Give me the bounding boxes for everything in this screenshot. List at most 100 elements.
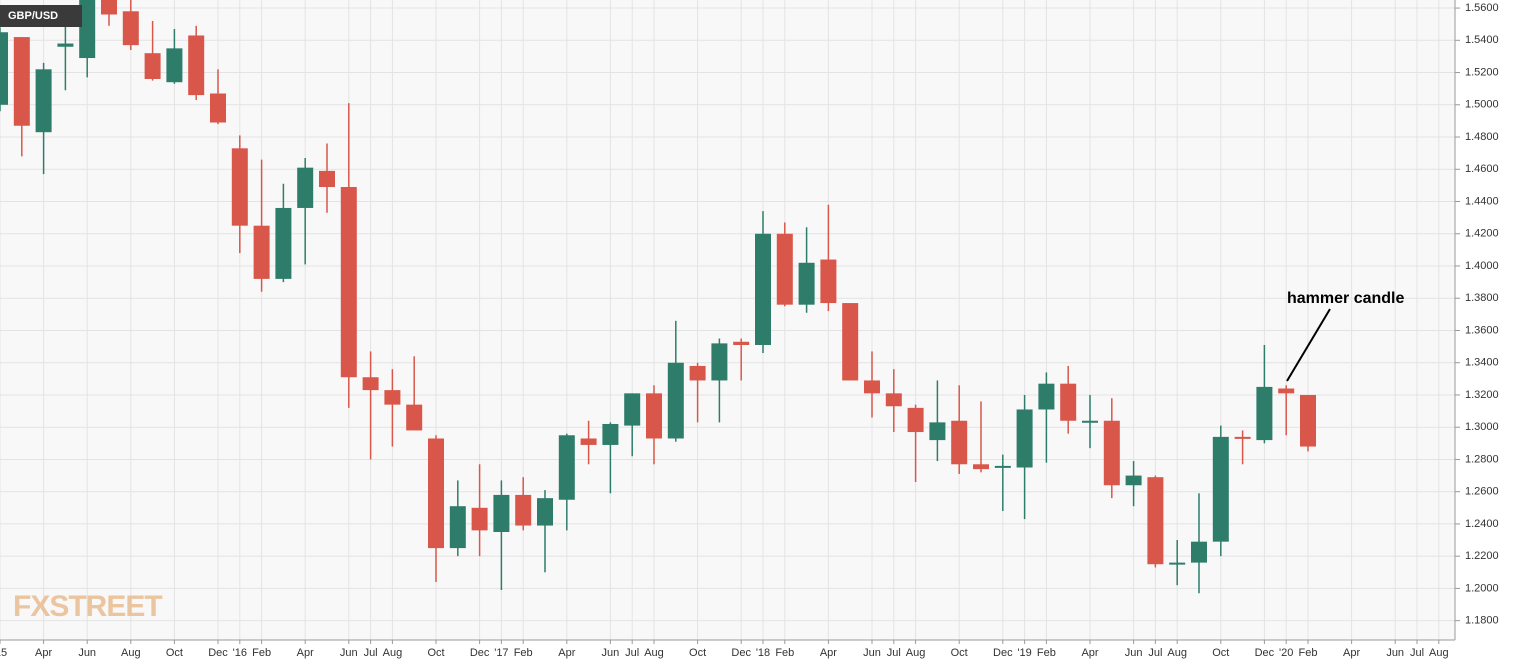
y-tick-label: 1.2400 xyxy=(1465,518,1499,530)
candle-body xyxy=(951,420,968,465)
candle-body xyxy=(1016,409,1033,468)
candle-body xyxy=(188,35,205,96)
y-tick-label: 1.2600 xyxy=(1465,486,1499,498)
x-tick-label: Jun xyxy=(78,647,96,659)
x-tick-label: '18 xyxy=(756,647,770,659)
x-tick-label: Dec xyxy=(731,647,751,659)
y-tick-label: 1.5400 xyxy=(1465,34,1499,46)
candle-body xyxy=(493,494,510,532)
candle-body xyxy=(231,148,248,226)
candle-body xyxy=(275,207,292,279)
x-tick-label: Feb xyxy=(252,647,271,659)
x-tick-label: Jun xyxy=(863,647,881,659)
x-tick-label: Aug xyxy=(383,647,403,659)
candle-body xyxy=(297,167,314,208)
x-tick-label: '17 xyxy=(494,647,508,659)
candle-body xyxy=(362,377,379,391)
candle-body xyxy=(144,53,161,79)
x-tick-label: Feb xyxy=(1299,647,1318,659)
x-tick-label: Dec xyxy=(1255,647,1275,659)
candle-body xyxy=(1103,420,1120,486)
x-tick-label: '15 xyxy=(0,647,7,659)
x-tick-label: Feb xyxy=(514,647,533,659)
candle-body xyxy=(1212,436,1229,542)
x-tick-label: Feb xyxy=(1037,647,1056,659)
y-tick-label: 1.3200 xyxy=(1465,389,1499,401)
x-tick-label: '19 xyxy=(1017,647,1031,659)
x-tick-label: Aug xyxy=(1429,647,1449,659)
candle-body xyxy=(166,48,183,83)
x-tick-label: Apr xyxy=(558,647,575,659)
y-tick-label: 1.3400 xyxy=(1465,357,1499,369)
x-tick-label: Apr xyxy=(297,647,314,659)
title-box xyxy=(0,5,82,27)
x-tick-label: Oct xyxy=(1212,647,1229,659)
candle-body xyxy=(340,187,357,378)
y-tick-label: 1.5200 xyxy=(1465,66,1499,78)
candle-body xyxy=(689,365,706,381)
candle-body xyxy=(820,259,837,304)
y-tick-label: 1.2200 xyxy=(1465,550,1499,562)
x-tick-label: Apr xyxy=(1343,647,1360,659)
x-tick-label: Oct xyxy=(166,647,183,659)
x-tick-label: Apr xyxy=(35,647,52,659)
x-tick-label: Dec xyxy=(208,647,228,659)
candle-body xyxy=(1234,436,1251,439)
candle-body xyxy=(776,233,793,305)
x-tick-label: Dec xyxy=(993,647,1013,659)
x-tick-label: Oct xyxy=(689,647,706,659)
y-tick-label: 1.5600 xyxy=(1465,2,1499,14)
candle-body xyxy=(384,390,401,405)
candle-body xyxy=(1060,383,1077,421)
x-tick-label: Jul xyxy=(625,647,639,659)
candle-body xyxy=(1191,541,1207,563)
y-tick-label: 1.4200 xyxy=(1465,228,1499,240)
candle-body xyxy=(842,303,859,381)
x-tick-label: Oct xyxy=(427,647,444,659)
grid xyxy=(0,0,1455,640)
candle-body xyxy=(0,32,8,105)
candle-body xyxy=(1278,388,1295,394)
candle-body xyxy=(711,343,728,381)
candle-body xyxy=(994,465,1011,468)
candle-body xyxy=(885,393,902,407)
y-tick-label: 1.4800 xyxy=(1465,131,1499,143)
candle-body xyxy=(864,380,880,394)
candle-body xyxy=(319,170,335,188)
x-tick-label: '16 xyxy=(233,647,247,659)
x-tick-label: Jul xyxy=(1148,647,1162,659)
x-tick-label: Apr xyxy=(820,647,837,659)
candle-body xyxy=(733,341,750,345)
x-tick-label: '20 xyxy=(1279,647,1293,659)
candle-body xyxy=(471,507,488,531)
x-tick-label: Jul xyxy=(364,647,378,659)
x-tick-label: Aug xyxy=(1167,647,1187,659)
y-tick-label: 1.2800 xyxy=(1465,453,1499,465)
x-tick-label: Jul xyxy=(887,647,901,659)
candle-body xyxy=(558,435,575,500)
y-tick-label: 1.3800 xyxy=(1465,292,1499,304)
x-tick-label: Dec xyxy=(470,647,490,659)
candle-body xyxy=(646,393,662,439)
watermark: FXSTREET xyxy=(13,590,162,623)
candle-body xyxy=(929,422,946,441)
candle-body xyxy=(1038,383,1055,410)
y-tick-label: 1.2000 xyxy=(1465,582,1499,594)
candle-body xyxy=(515,494,532,526)
candle-body xyxy=(101,0,117,15)
candle-body xyxy=(537,498,553,526)
candles xyxy=(0,0,1316,594)
x-tick-label: Feb xyxy=(775,647,794,659)
candle-body xyxy=(798,262,815,305)
candle-body xyxy=(406,404,423,431)
plot-area xyxy=(0,0,1455,640)
y-tick-label: 1.3600 xyxy=(1465,324,1499,336)
y-tick-label: 1.4400 xyxy=(1465,195,1499,207)
x-tick-label: Aug xyxy=(644,647,664,659)
candle-body xyxy=(1256,386,1273,441)
chart-title: GBP/USD xyxy=(8,10,58,22)
y-tick-label: 1.3000 xyxy=(1465,421,1499,433)
candle-body xyxy=(1147,477,1164,565)
